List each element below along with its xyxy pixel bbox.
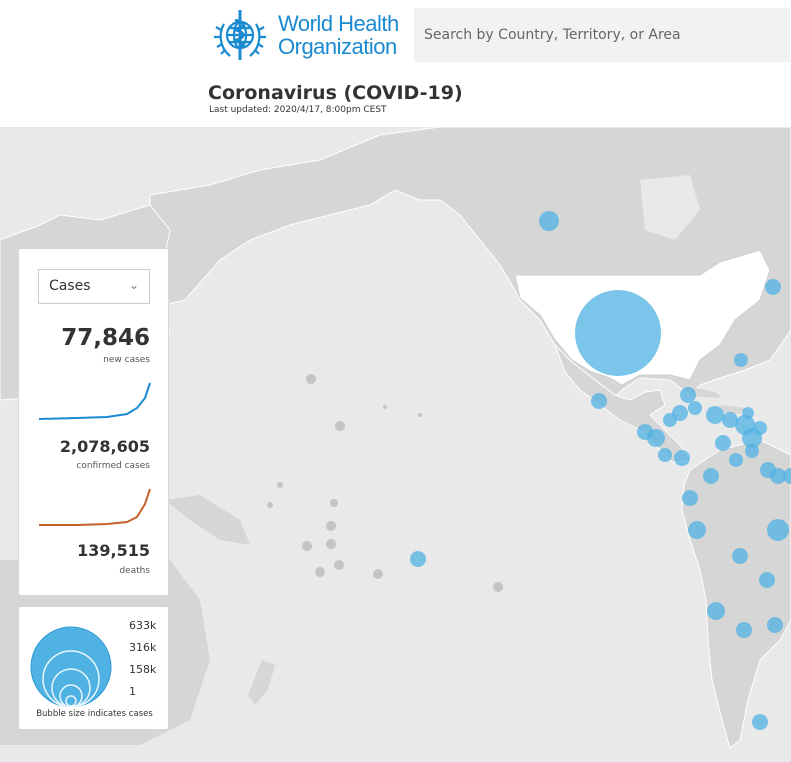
last-updated: Last updated: 2020/4/17, 8:00pm CEST bbox=[209, 105, 387, 115]
bubble-usa bbox=[575, 290, 661, 376]
case-bubbles[interactable] bbox=[410, 211, 791, 730]
new-cases-value: 77,846 bbox=[61, 325, 150, 351]
deaths-sparkline bbox=[39, 488, 151, 526]
bubble-greenland-region bbox=[539, 211, 559, 231]
chevron-down-icon: ⌄ bbox=[128, 278, 139, 292]
org-name: World Health Organization bbox=[278, 12, 399, 58]
metric-dropdown[interactable]: Cases ⌄ bbox=[38, 269, 150, 304]
map-water-hudson-bay bbox=[640, 175, 700, 240]
bubble-mexico bbox=[591, 393, 607, 409]
new-cases-label: new cases bbox=[103, 355, 150, 365]
confirmed-cases-label: confirmed cases bbox=[76, 461, 150, 471]
bubble-size-legend: 633k 316k 158k 1 Bubble size indicates c… bbox=[18, 606, 169, 730]
new-cases-sparkline bbox=[38, 382, 151, 420]
deaths-label: deaths bbox=[119, 566, 150, 576]
deaths-value: 139,515 bbox=[77, 541, 150, 560]
legend-bubbles bbox=[30, 626, 112, 707]
legend-value-2: 316k bbox=[129, 641, 157, 654]
map-land-papua bbox=[165, 495, 250, 545]
legend-value-1: 633k bbox=[129, 619, 157, 632]
bubble-bermuda bbox=[734, 353, 748, 367]
org-name-line2: Organization bbox=[278, 34, 397, 59]
map-land-new-zealand bbox=[248, 660, 275, 705]
legend-value-3: 158k bbox=[129, 663, 157, 676]
confirmed-cases-value: 2,078,605 bbox=[59, 437, 150, 456]
stats-panel: Cases ⌄ 77,846 new cases 2,078,605 confi… bbox=[18, 248, 169, 596]
bubble-east-canada bbox=[765, 279, 781, 295]
legend-value-4: 1 bbox=[129, 685, 136, 698]
bubble-hawaii bbox=[410, 551, 426, 567]
metric-dropdown-value: Cases bbox=[49, 278, 91, 294]
map-land-caribbean bbox=[682, 385, 745, 414]
who-logo[interactable]: World Health Organization bbox=[208, 6, 403, 64]
page-title: Coronavirus (COVID-19) bbox=[208, 82, 463, 104]
org-name-line1: World Health bbox=[278, 11, 399, 36]
map-land-south-america bbox=[681, 439, 791, 749]
legend-caption: Bubble size indicates cases bbox=[36, 709, 153, 719]
search-input[interactable] bbox=[414, 8, 790, 62]
who-emblem-icon bbox=[214, 10, 266, 60]
map-pacific-islands bbox=[267, 374, 503, 592]
